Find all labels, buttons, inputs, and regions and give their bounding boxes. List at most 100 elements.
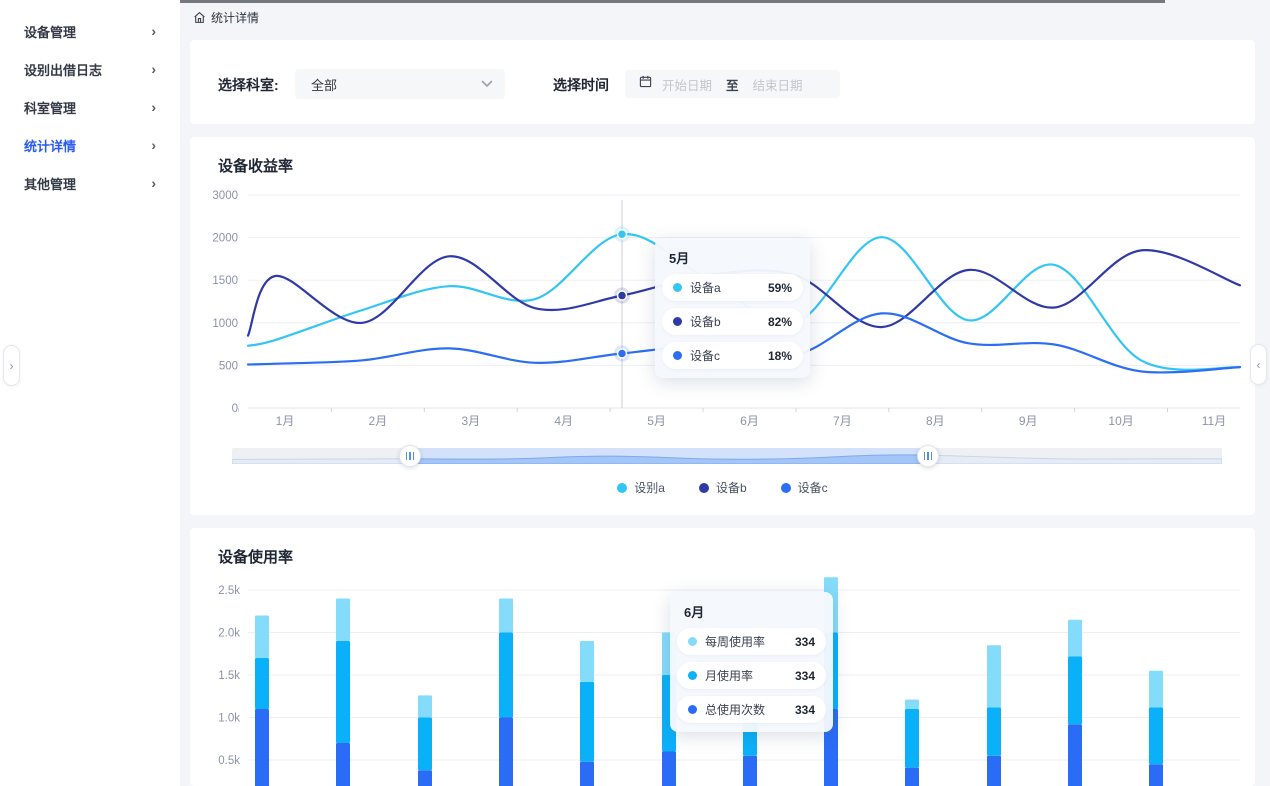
datazoom-preview xyxy=(231,448,1223,465)
svg-text:2000: 2000 xyxy=(212,233,238,245)
bar-segment-每周使用率[interactable] xyxy=(1068,619,1082,657)
bar-segment-总使用次数[interactable] xyxy=(905,767,919,786)
bar-segment-月使用率[interactable] xyxy=(1149,707,1163,765)
tooltip-row: 设备c 18% xyxy=(662,342,803,369)
svg-text:0.5k: 0.5k xyxy=(218,755,240,767)
start-date-input[interactable]: 开始日期 xyxy=(662,78,713,93)
bar-segment-月使用率[interactable] xyxy=(580,681,594,762)
bar-segment-总使用次数[interactable] xyxy=(987,755,1001,786)
usage-bar-chart[interactable]: 0.5k 1.0k 1.5k 2.0k 2.5k xyxy=(190,528,1255,786)
bar-segment-每周使用率[interactable] xyxy=(905,699,919,709)
revenue-line-chart[interactable]: 0 500 1000 1500 2000 3000 1月 2月 3月 4月 5月 6月 7月 8月 9月 10… xyxy=(190,137,1255,442)
series-dot-icon xyxy=(673,317,682,326)
bar-segment-每周使用率[interactable] xyxy=(336,598,350,642)
bar-segment-月使用率[interactable] xyxy=(499,632,513,718)
bar-segment-每周使用率[interactable] xyxy=(1149,670,1163,708)
bar-segment-总使用次数[interactable] xyxy=(336,743,350,786)
usage-chart-card: 设备使用率 0.5k 1.0k 1.5k 2.0k 2.5k 6月 每周使用率 334 月使… xyxy=(190,528,1255,786)
tooltip-series-value: 334 xyxy=(794,668,815,683)
tooltip-series-label: 月使用率 xyxy=(705,669,754,683)
highlight-point[interactable] xyxy=(616,290,628,301)
legend-label: 设备b xyxy=(715,481,747,495)
bar-segment-总使用次数[interactable] xyxy=(743,755,757,786)
datazoom-right-handle[interactable] xyxy=(917,445,939,467)
svg-text:5月: 5月 xyxy=(647,414,666,428)
tooltip-title: 6月 xyxy=(684,605,705,620)
svg-text:1500: 1500 xyxy=(212,275,238,287)
svg-text:1.5k: 1.5k xyxy=(218,670,240,682)
bar-segment-总使用次数[interactable] xyxy=(662,751,676,786)
sidebar-item-设备管理[interactable]: 设备管理 › xyxy=(0,12,180,50)
bar-segment-月使用率[interactable] xyxy=(255,658,269,709)
bar-segment-总使用次数[interactable] xyxy=(499,717,513,786)
sidebar-item-label: 科室管理 xyxy=(24,100,77,116)
legend-item-设别a[interactable]: 设别a xyxy=(617,479,665,496)
tooltip-series-value: 59% xyxy=(767,280,792,295)
legend-item-设备c[interactable]: 设备c xyxy=(780,479,828,496)
svg-text:0: 0 xyxy=(232,403,238,415)
bar-segment-月使用率[interactable] xyxy=(1068,656,1082,725)
collapse-right-panel-button[interactable]: ‹ xyxy=(1250,344,1267,385)
bar-segment-月使用率[interactable] xyxy=(336,641,350,743)
tooltip-row: 月使用率 334 xyxy=(677,662,826,689)
series-dot-icon xyxy=(688,637,697,646)
sidebar-item-label: 其他管理 xyxy=(24,176,77,192)
bar-segment-每周使用率[interactable] xyxy=(987,645,1001,708)
datazoom-left-handle[interactable] xyxy=(399,445,421,467)
svg-text:2月: 2月 xyxy=(369,414,388,428)
svg-text:10月: 10月 xyxy=(1108,414,1133,428)
end-date-input[interactable]: 结束日期 xyxy=(752,78,803,93)
chart-legend: 设别a 设备b 设备c xyxy=(190,479,1255,496)
bar-segment-月使用率[interactable] xyxy=(418,717,432,771)
legend-dot-icon xyxy=(698,482,709,493)
filter-card: 选择科室: 全部 选择时间 开始日期 至 结束日期 xyxy=(190,40,1255,124)
bar-segment-每周使用率[interactable] xyxy=(418,695,432,718)
series-dot-icon xyxy=(688,671,697,680)
revenue-chart-title: 设备收益率 xyxy=(218,158,294,175)
date-range-picker[interactable]: 开始日期 至 结束日期 xyxy=(625,70,840,98)
tooltip-row: 设备b 82% xyxy=(662,308,803,335)
expand-left-panel-button[interactable]: › xyxy=(3,345,20,386)
legend-label: 设备c xyxy=(797,481,828,495)
svg-text:3000: 3000 xyxy=(212,190,238,202)
datazoom-slider[interactable] xyxy=(231,445,1223,467)
chevron-down-icon xyxy=(481,75,493,93)
tooltip-series-value: 18% xyxy=(767,348,792,363)
legend-dot-icon xyxy=(780,482,791,493)
top-edge-strip xyxy=(180,0,1165,3)
bar-segment-总使用次数[interactable] xyxy=(1068,724,1082,786)
bar-segment-每周使用率[interactable] xyxy=(499,598,513,633)
sidebar-item-label: 统计详情 xyxy=(24,138,77,154)
bar-segment-总使用次数[interactable] xyxy=(255,709,269,786)
bar-segment-总使用次数[interactable] xyxy=(580,761,594,786)
legend-item-设备b[interactable]: 设备b xyxy=(698,479,747,496)
svg-text:7月: 7月 xyxy=(833,414,852,428)
sidebar-item-其他管理[interactable]: 其他管理 › xyxy=(0,164,180,202)
tooltip-row: 总使用次数 334 xyxy=(677,696,826,723)
tooltip-row: 每周使用率 334 xyxy=(677,628,826,655)
sidebar-menu: 设备管理 › 设别出借日志 › 科室管理 › 统计详情 › 其他管理 › xyxy=(0,0,180,202)
svg-text:1月: 1月 xyxy=(276,414,295,428)
bar-segment-总使用次数[interactable] xyxy=(1149,764,1163,786)
bar-segment-月使用率[interactable] xyxy=(905,709,919,768)
svg-text:3月: 3月 xyxy=(461,414,480,428)
sidebar: 设备管理 › 设别出借日志 › 科室管理 › 统计详情 › 其他管理 › xyxy=(0,0,180,786)
usage-chart-title: 设备使用率 xyxy=(218,549,294,566)
bar-segment-每周使用率[interactable] xyxy=(580,641,594,682)
svg-text:8月: 8月 xyxy=(926,414,945,428)
department-select[interactable]: 全部 xyxy=(295,69,505,99)
highlight-point[interactable] xyxy=(616,228,628,240)
calendar-icon xyxy=(639,75,652,93)
bar-segment-每周使用率[interactable] xyxy=(255,615,269,659)
highlight-point[interactable] xyxy=(616,348,628,359)
sidebar-item-统计详情[interactable]: 统计详情 › xyxy=(0,126,180,164)
sidebar-item-label: 设备管理 xyxy=(24,24,77,40)
tooltip-row: 设备a 59% xyxy=(662,274,803,301)
bar-segment-总使用次数[interactable] xyxy=(418,770,432,786)
tooltip-series-label: 每周使用率 xyxy=(705,635,766,649)
sidebar-item-设别出借日志[interactable]: 设别出借日志 › xyxy=(0,50,180,88)
breadcrumb[interactable]: 统计详情 xyxy=(193,9,259,26)
sidebar-item-科室管理[interactable]: 科室管理 › xyxy=(0,88,180,126)
bar-segment-月使用率[interactable] xyxy=(987,707,1001,756)
